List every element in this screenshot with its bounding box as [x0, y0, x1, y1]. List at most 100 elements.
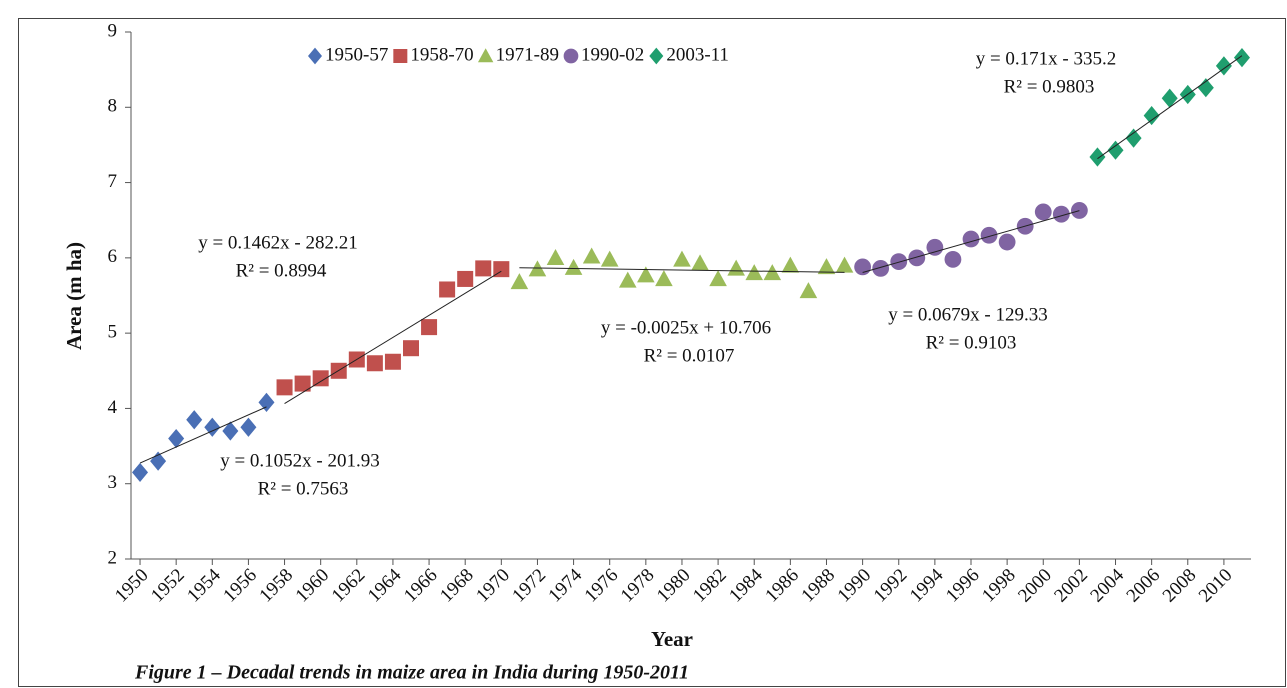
y-tick-label: 4 [108, 397, 118, 418]
annotation: y = 0.1462x - 282.21 [198, 232, 358, 253]
point [655, 270, 673, 287]
point [510, 273, 529, 290]
legend-marker [308, 47, 322, 65]
point [745, 264, 764, 281]
y-tick-label: 8 [108, 96, 118, 117]
point [222, 421, 239, 441]
trend-line [284, 270, 502, 404]
x-tick-label: 2000 [1014, 565, 1056, 607]
y-tick-label: 3 [108, 472, 118, 493]
x-tick-label: 1958 [255, 565, 297, 607]
x-tick-label: 1956 [219, 565, 261, 607]
point [944, 250, 962, 268]
caption: Figure 1 – Decadal trends in maize area … [134, 662, 689, 684]
point [1070, 202, 1088, 219]
point [186, 410, 203, 430]
y-tick-label: 5 [108, 322, 118, 343]
annotation: R² = 0.9803 [1004, 76, 1095, 97]
chart-border [18, 18, 1286, 687]
trend-line [1097, 55, 1243, 160]
point [1107, 140, 1124, 160]
annotation: y = 0.1052x - 201.93 [220, 450, 380, 471]
x-tick-label: 1954 [183, 564, 225, 606]
x-tick-label: 1998 [978, 565, 1020, 607]
x-tick-label: 1952 [147, 565, 189, 607]
point [403, 340, 419, 357]
point [546, 249, 565, 266]
point [421, 319, 438, 336]
point [1197, 78, 1214, 98]
point [258, 392, 275, 413]
point [439, 281, 456, 298]
legend-marker [649, 47, 664, 65]
point [564, 258, 583, 275]
point [1125, 128, 1142, 148]
point [835, 256, 854, 273]
point [817, 258, 836, 275]
annotation: y = -0.0025x + 10.706 [601, 317, 771, 338]
annotation: R² = 0.8994 [236, 260, 327, 281]
point [727, 259, 745, 276]
point [168, 428, 185, 449]
point [709, 270, 727, 287]
point [1089, 147, 1106, 167]
point [1161, 88, 1178, 108]
x-tick-label: 1962 [328, 565, 370, 607]
x-tick-label: 1960 [292, 565, 334, 607]
trend-line [139, 406, 267, 464]
x-tick-label: 2010 [1195, 565, 1237, 607]
x-tick-label: 1984 [725, 564, 767, 606]
point [1143, 105, 1160, 126]
point [475, 260, 492, 277]
x-tick-label: 1990 [834, 565, 876, 607]
point [457, 270, 474, 287]
point [980, 226, 998, 244]
point [132, 462, 149, 483]
x-tick-label: 1964 [364, 564, 406, 606]
legend-marker [477, 48, 494, 63]
x-tick-label: 1992 [870, 565, 912, 607]
point [926, 238, 944, 256]
point [781, 256, 800, 273]
point [582, 247, 601, 264]
point [1215, 56, 1232, 76]
trend-line [519, 267, 845, 273]
x-tick-label: 1968 [436, 565, 478, 607]
point [618, 271, 637, 288]
point [872, 259, 890, 277]
legend-label: 2003-11 [666, 44, 729, 65]
point [204, 417, 221, 437]
y-tick-label: 7 [108, 171, 118, 192]
legend-marker [393, 49, 408, 63]
point [890, 253, 908, 271]
legend-label: 1958-70 [410, 44, 473, 65]
y-tick-label: 9 [108, 20, 118, 41]
point [312, 370, 329, 387]
point [799, 282, 818, 299]
x-tick-label: 2008 [1159, 565, 1201, 607]
legend-label: 1990-02 [581, 44, 644, 65]
point [294, 375, 311, 392]
legend-label: 1950-57 [325, 44, 388, 65]
point [384, 353, 401, 370]
x-tick-label: 1988 [797, 565, 839, 607]
x-axis-title: Year [651, 627, 693, 651]
y-tick-label: 2 [108, 547, 118, 568]
point [366, 355, 383, 372]
point [240, 417, 257, 437]
annotation: R² = 0.0107 [644, 345, 735, 366]
x-tick-label: 2002 [1050, 565, 1092, 607]
point [150, 451, 167, 471]
x-tick-label: 1966 [400, 565, 442, 607]
point [1233, 47, 1250, 68]
annotation: y = 0.171x - 335.2 [976, 48, 1117, 69]
x-tick-label: 1978 [617, 565, 659, 607]
point [637, 266, 655, 283]
trend-line [862, 210, 1080, 273]
y-tick-label: 6 [108, 246, 118, 267]
x-tick-label: 1986 [761, 565, 803, 607]
point [998, 233, 1016, 251]
point [600, 250, 619, 267]
x-tick-label: 1982 [689, 565, 731, 607]
